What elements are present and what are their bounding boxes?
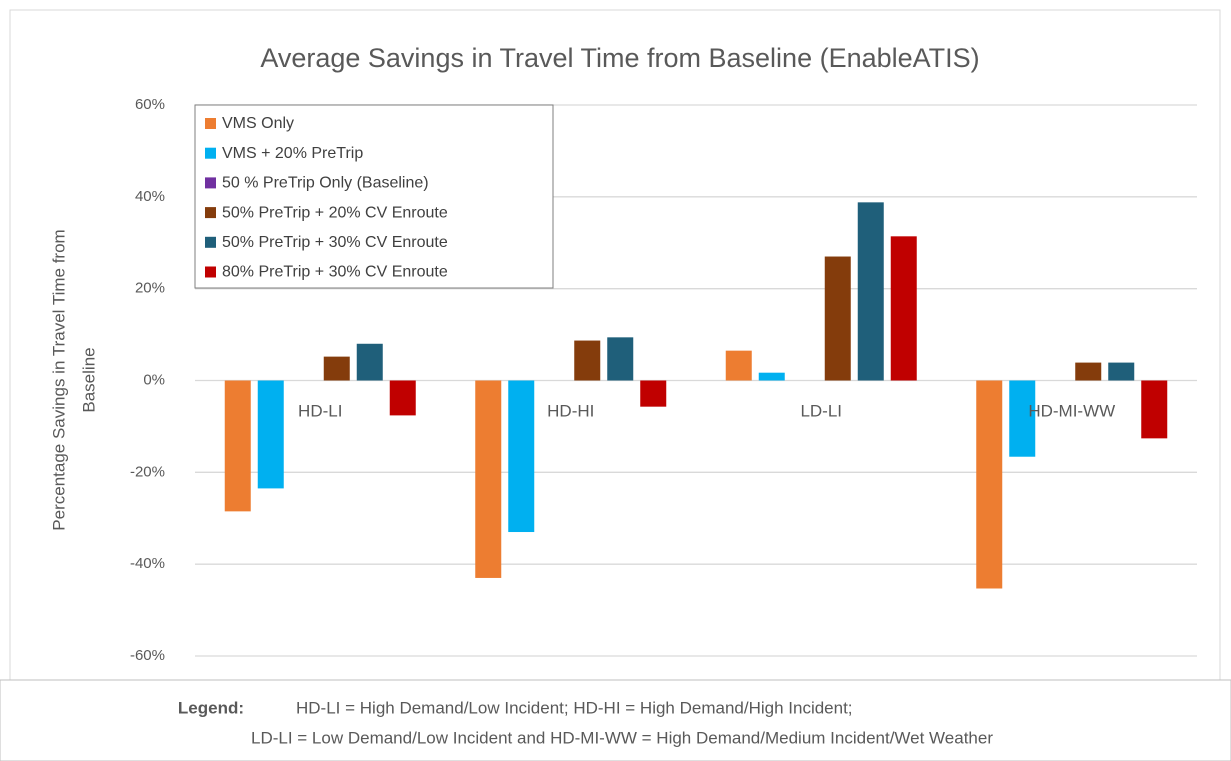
bar bbox=[824, 256, 851, 381]
footer-line: HD-LI = High Demand/Low Incident; HD-HI … bbox=[296, 698, 853, 717]
x-tick-label: LD-LI bbox=[800, 401, 842, 420]
legend-label: 50% PreTrip + 30% CV Enroute bbox=[222, 234, 448, 251]
bar bbox=[508, 380, 535, 533]
x-tick-label: HD-LI bbox=[298, 401, 342, 420]
x-tick-label: HD-HI bbox=[547, 401, 594, 420]
y-tick-label: -60% bbox=[130, 647, 165, 664]
bar bbox=[857, 202, 884, 381]
y-axis-title: Percentage Savings in Travel Time from B… bbox=[49, 229, 98, 530]
bar bbox=[758, 372, 785, 381]
legend-box bbox=[194, 104, 554, 289]
footer-line: LD-LI = Low Demand/Low Incident and HD-M… bbox=[251, 728, 993, 747]
legend-label: 50% PreTrip + 20% CV Enroute bbox=[222, 204, 448, 221]
legend-swatch bbox=[205, 207, 216, 219]
y-tick-label: 20% bbox=[135, 280, 165, 297]
y-tick-label: -20% bbox=[130, 463, 165, 480]
bar bbox=[1075, 362, 1102, 381]
bar bbox=[1009, 380, 1036, 457]
legend-label: VMS Only bbox=[222, 115, 294, 132]
y-axis-title-line: Baseline bbox=[79, 347, 98, 412]
legend-swatch bbox=[205, 177, 216, 189]
bar bbox=[1108, 362, 1135, 381]
y-axis-title-line: Percentage Savings in Travel Time from bbox=[49, 229, 68, 530]
legend-swatch bbox=[205, 236, 216, 248]
legend-swatch bbox=[205, 118, 216, 129]
bar bbox=[475, 380, 502, 578]
bar bbox=[890, 236, 917, 381]
bar bbox=[257, 380, 284, 489]
footer-box bbox=[0, 679, 1231, 761]
legend-label: 80% PreTrip + 30% CV Enroute bbox=[222, 264, 448, 281]
footer-label: Legend: bbox=[178, 698, 244, 717]
y-tick-label: -40% bbox=[130, 555, 165, 572]
legend: VMS Only VMS + 20% PreTrip 50 % PreTrip On… bbox=[194, 104, 554, 289]
bar bbox=[1141, 380, 1168, 439]
bar bbox=[976, 380, 1003, 589]
bar bbox=[224, 380, 251, 512]
legend-swatch bbox=[205, 266, 216, 278]
bar bbox=[356, 343, 383, 381]
legend-swatch bbox=[205, 147, 216, 159]
bar bbox=[574, 340, 601, 381]
plot: -60% -40% -20% 0% 20% 40% 60% HD-LI HD-HI LD-LI HD… bbox=[130, 96, 1197, 664]
chart-title: Average Savings in Travel Time from Base… bbox=[260, 43, 979, 73]
y-tick-label: 60% bbox=[135, 96, 165, 113]
y-tick-label: 0% bbox=[143, 371, 165, 388]
bar bbox=[640, 380, 667, 407]
y-tick-label: 40% bbox=[135, 188, 165, 205]
bar bbox=[725, 350, 752, 381]
x-tick-label: HD-MI-WW bbox=[1028, 401, 1115, 420]
legend-label: 50 % PreTrip Only (Baseline) bbox=[222, 175, 429, 192]
bar bbox=[323, 356, 350, 381]
bar bbox=[607, 337, 634, 381]
legend-label: VMS + 20% PreTrip bbox=[222, 145, 363, 162]
bar bbox=[389, 380, 416, 416]
